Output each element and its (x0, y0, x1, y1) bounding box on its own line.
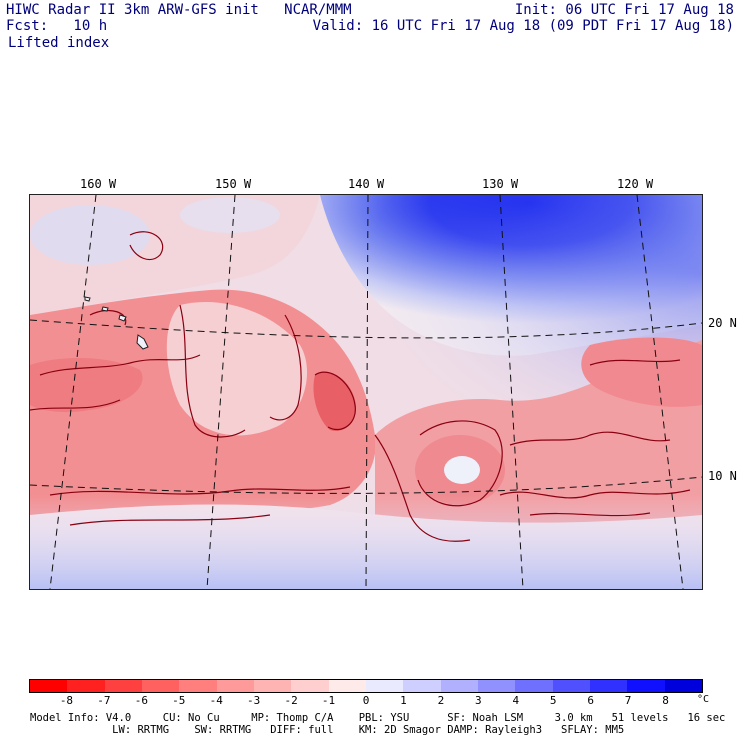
colorbar-tick-label: -6 (134, 694, 148, 707)
meridian-130w (499, 195, 524, 589)
forecast-hour: Fcst: 10 h (6, 18, 108, 34)
meridian-160w (49, 195, 97, 589)
colorbar-tick-label: -3 (247, 694, 261, 707)
lat-label-10n: 10 N (708, 469, 737, 483)
colorbar-segment (627, 680, 665, 692)
valid-time: Valid: 16 UTC Fri 17 Aug 18 (09 PDT Fri … (312, 18, 734, 34)
colorbar-segment (30, 680, 68, 692)
colorbar-tick-label: 1 (400, 694, 407, 707)
parallel-10n (30, 476, 702, 494)
colorbar-tick-label: -2 (284, 694, 298, 707)
colorbar-tick-label: -4 (209, 694, 223, 707)
init-time: Init: 06 UTC Fri 17 Aug 18 (514, 2, 734, 18)
colorbar-tick-label: 2 (437, 694, 445, 707)
parallel-20n (30, 319, 702, 339)
colorbar-segment (179, 680, 217, 692)
warm-core-center (313, 371, 356, 431)
island-kauai (84, 296, 91, 302)
colorbar-segment (403, 680, 441, 692)
colorbar (29, 679, 703, 693)
cooler-core-west (166, 301, 308, 436)
colorbar-segment (365, 680, 404, 692)
colorbar-segment (440, 680, 478, 692)
colorbar-labels: -8 -7 -6 -5 -4 -3 -2 -1 0 1 2 3 4 5 6 7 8 (29, 694, 703, 708)
colorbar-segment (253, 680, 292, 692)
colorbar-tick-label: 7 (624, 694, 632, 707)
colorbar-segment (477, 680, 516, 692)
li-contours (30, 231, 691, 542)
chart-title: HIWC Radar II 3km ARW-GFS init NCAR/MMM (6, 2, 352, 18)
north-blue-patch (180, 197, 280, 233)
hawaiian-islands (84, 296, 149, 350)
model-info-line1: Model Info: V4.0 CU: No Cu MP: Thomp C/A… (30, 712, 726, 724)
lat-label-20n: 20 N (708, 316, 737, 330)
meridian-150w (206, 195, 236, 589)
warm-core-far-west (30, 358, 143, 413)
field-name: Lifted index (8, 35, 110, 51)
colorbar-tick-label: 8 (662, 694, 669, 707)
map-canvas (30, 195, 702, 589)
colorbar-tick-label: 5 (549, 694, 557, 707)
lon-label-140w: 140 W (348, 177, 385, 191)
colorbar-tick-label: 6 (587, 694, 594, 707)
lon-label-150w: 150 W (215, 177, 252, 191)
lon-label-160w: 160 W (80, 177, 117, 191)
colorbar-segment (104, 680, 142, 692)
colorbar-tick-label: -1 (321, 694, 336, 707)
lifted-index-map (29, 194, 703, 590)
colorbar-tick-label: 3 (475, 694, 482, 707)
colorbar-segment (515, 680, 553, 692)
colorbar-segment (216, 680, 254, 692)
colorbar-unit: °C (697, 694, 710, 705)
colorbar-segment (328, 680, 366, 692)
colorbar-tick-label: -8 (59, 694, 74, 707)
lon-label-130w: 130 W (482, 177, 519, 191)
meridian-120w (636, 195, 684, 589)
meridian-140w (365, 195, 369, 589)
colorbar-segment (589, 680, 628, 692)
island-maui (118, 314, 127, 322)
island-big-island (136, 334, 149, 350)
model-info-line2: LW: RRTMG SW: RRTMG DIFF: full KM: 2D Sm… (30, 724, 625, 736)
colorbar-tick-label: -7 (97, 694, 111, 707)
colorbar-segment (291, 680, 329, 692)
colorbar-segment (552, 680, 590, 692)
northwest-blue-patch (30, 205, 150, 265)
colorbar-tick-label: 4 (512, 694, 520, 707)
colorbar-tick-label: -5 (172, 694, 186, 707)
island-oahu (101, 306, 109, 312)
lon-label-120w: 120 W (617, 177, 654, 191)
colorbar-segment (664, 680, 702, 692)
warm-region-east (581, 337, 702, 407)
colorbar-segment (67, 680, 105, 692)
colorbar-segment (141, 680, 180, 692)
graticule (30, 195, 702, 589)
colorbar-tick-label: 0 (362, 694, 370, 707)
storm-eye (444, 456, 480, 484)
